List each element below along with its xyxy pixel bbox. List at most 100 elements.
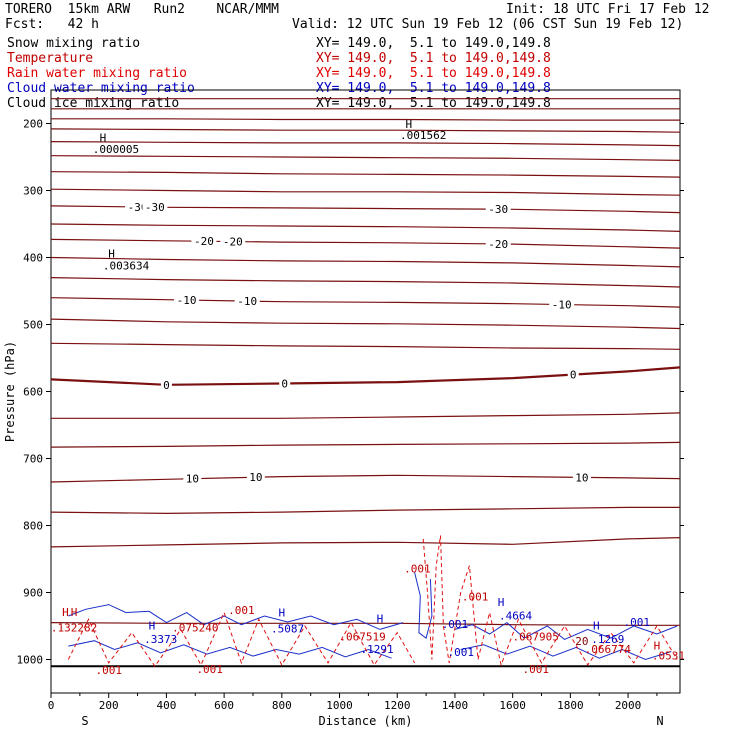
contour-label-layer: H.000005H.001562H.003634.001.001.001.001…: [51, 118, 685, 677]
south-end-label: S: [81, 714, 88, 728]
contour-label-22: .132282: [51, 621, 97, 634]
x-tick-label: 2000: [615, 699, 642, 712]
contour-label-20: H: [593, 619, 600, 632]
isotherm-label-bg: [220, 235, 246, 248]
isotherm-label: -20: [488, 238, 508, 251]
field-snow-xy: XY= 149.0, 5.1 to 149.0,149.8: [316, 36, 551, 51]
isotherm-line-3: [50, 128, 681, 133]
contour-label-4: H: [108, 248, 115, 261]
contour-label-8: .001: [228, 604, 255, 617]
isotherm-line-16: [50, 366, 681, 386]
y-tick-label: 800: [23, 520, 43, 533]
x-tick-label: 800: [272, 699, 292, 712]
y-axis-label: Pressure (hPa): [3, 341, 17, 442]
isotherm-line-13: [50, 297, 681, 308]
isotherm-label: -20: [194, 235, 214, 248]
plot-frame: [50, 89, 681, 694]
isotherm-line-11: [50, 256, 681, 268]
isotherm-label: -10: [177, 294, 197, 307]
contour-label-2: H: [405, 118, 412, 131]
isotherm-line-18: [50, 441, 681, 448]
field-rain-name: Rain water mixing ratio: [7, 66, 188, 81]
field-cloudice-name: Cloud ice mixing ratio: [7, 96, 180, 111]
surface-layer: [51, 535, 680, 668]
isotherm-line-6: [50, 171, 681, 178]
field-temp-xy: XY= 149.0, 5.1 to 149.0,149.8: [316, 51, 551, 66]
isotherm-label: -20: [223, 236, 243, 249]
contour-label-16: .5087: [271, 623, 304, 636]
y-tick-label: 600: [23, 386, 43, 399]
x-tick-label: 1600: [499, 699, 526, 712]
x-tick-label: 400: [156, 699, 176, 712]
isotherm-line-19: [50, 474, 681, 483]
isotherm-line-20: [50, 506, 680, 515]
contour-label-30: .001: [95, 664, 122, 677]
isotherm-label-bg: [174, 294, 200, 307]
contour-label-1: .000005: [93, 143, 139, 156]
contour-label-23: H: [62, 606, 69, 619]
isotherm-label-bg: [142, 201, 168, 214]
field-snow-name: Snow mixing ratio: [7, 36, 141, 51]
x-tick-label: 1200: [384, 699, 411, 712]
isotherm-line-4: [50, 141, 681, 147]
y-tick-label: 900: [23, 587, 43, 600]
contour-label-11: H: [498, 596, 505, 609]
isotherm-label: 0: [570, 369, 577, 382]
isotherm-label: -10: [237, 295, 257, 308]
x-tick-label: 0: [48, 699, 55, 712]
cloud-water-contour-4: [414, 572, 433, 639]
isotherm-line-21: [50, 537, 681, 548]
contour-label-13: .001: [447, 646, 474, 659]
isotherm-line-15: [50, 342, 681, 350]
x-tick-label: 1800: [557, 699, 584, 712]
contour-label-24: H: [71, 606, 78, 619]
isotherm-label-bg: [279, 377, 291, 390]
isotherm-line-12: [50, 277, 681, 288]
contour-label-7: .001: [462, 591, 489, 604]
isotherm-label-bg: [567, 368, 579, 381]
valid-time: Valid: 12 UTC Sun 19 Feb 12 (06 CST Sun …: [292, 17, 684, 32]
contour-label-14: .1291: [360, 643, 393, 656]
isotherm-label: 0: [163, 379, 170, 392]
contour-label-10: .4664: [499, 609, 532, 622]
isotherm-label-bg: [183, 472, 202, 485]
isotherm-label-bg: [485, 237, 511, 250]
isotherm-label-bg: [246, 471, 265, 484]
contour-label-28: .066774: [585, 643, 632, 656]
isotherm-line-10: [50, 238, 681, 249]
isotherm-label-bg: [485, 203, 511, 216]
y-tick-label: 500: [23, 319, 43, 332]
contour-label-26: .067519: [339, 631, 385, 644]
isotherm-label-bg: [572, 471, 591, 484]
x-axis-label: Distance (km): [319, 714, 413, 728]
init-time: Init: 18 UTC Fri 17 Feb 12: [506, 2, 710, 17]
contour-label-34: 20: [575, 635, 588, 648]
y-tick-label: 700: [23, 453, 43, 466]
isotherm-line-7: [50, 188, 681, 196]
x-tick-label: 1400: [442, 699, 469, 712]
rain-contour-0: [67, 611, 416, 668]
isotherm-label-bg: [160, 378, 172, 391]
y-tick-label: 400: [23, 252, 43, 265]
isotherm-label: -30: [145, 201, 165, 214]
field-cloudice-xy: XY= 149.0, 5.1 to 149.0,149.8: [316, 96, 551, 111]
contour-label-0: H: [100, 132, 107, 145]
field-cloudwater-xy: XY= 149.0, 5.1 to 149.0,149.8: [316, 81, 551, 96]
y-tick-label: 1000: [17, 654, 44, 667]
rain-contour-1: [422, 535, 678, 667]
contour-label-27: .067905: [513, 631, 559, 644]
isotherm-line-22: [50, 622, 680, 626]
contour-label-5: .003634: [103, 260, 150, 273]
contour-label-33: H: [654, 639, 661, 652]
isotherm-label: 10: [249, 471, 262, 484]
cloud-water-contour-2: [454, 621, 678, 640]
north-end-label: N: [656, 714, 663, 728]
isotherm-line-14: [50, 318, 681, 330]
contour-label-31: .001: [196, 663, 223, 676]
isotherm-label: -30: [488, 203, 508, 216]
y-tick-label: 200: [23, 118, 43, 131]
isotherm-label-bg: [234, 295, 260, 308]
field-temp-name: Temperature: [7, 51, 94, 66]
